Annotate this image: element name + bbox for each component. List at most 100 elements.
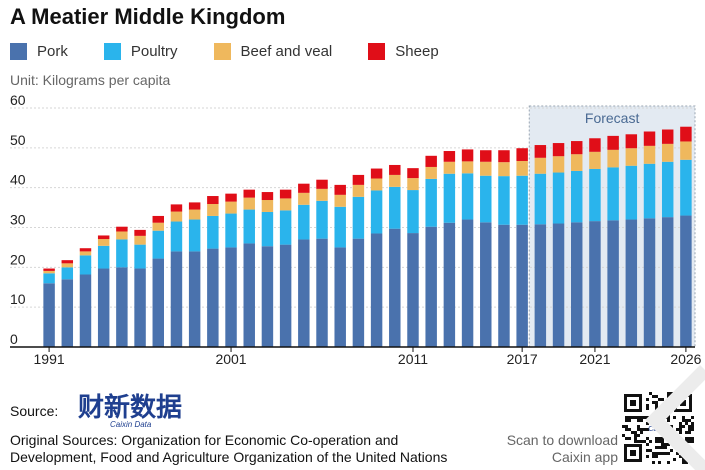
bar-group-2002 [243,189,255,347]
bar-segment-pork [134,268,146,347]
bar-group-2024 [643,131,656,347]
bar-group-2018 [534,145,547,347]
bar-segment-poultry [334,206,346,248]
bar-segment-pork [79,274,92,347]
bar-segment-beef-and-veal [152,222,164,231]
bar-segment-beef-and-veal [389,174,401,187]
bar-segment-pork [370,233,383,347]
bar-group-1998 [170,204,183,347]
bar-segment-sheep [389,164,401,175]
bar-segment-poultry [188,219,201,252]
source-label: Source: [10,403,59,419]
bar-segment-pork [43,283,55,347]
bar-segment-sheep [498,150,510,163]
bar-segment-poultry [625,165,638,220]
bar-segment-poultry [97,245,110,269]
bar-segment-sheep [43,268,55,271]
legend-label-beef: Beef and veal [240,43,333,60]
bar-segment-sheep [188,202,201,210]
bar-segment-poultry [461,173,474,220]
bar-segment-sheep [352,174,365,185]
original-sources: Original Sources: Organization for Econo… [10,432,448,465]
bar-segment-sheep [225,193,237,202]
bar-segment-sheep [61,260,74,264]
y-tick-label: 40 [10,172,26,188]
legend-label-poultry: Poultry [130,43,178,60]
bar-segment-pork [498,224,510,347]
legend-swatch-sheep [368,43,386,60]
bar-segment-sheep [334,184,346,195]
bar-segment-sheep [370,168,383,179]
legend: Pork Poultry Beef and veal Sheep [10,43,475,60]
bar-group-2015 [480,150,492,347]
bar-group-1995 [116,226,128,347]
bar-segment-sheep [170,204,183,212]
bar-segment-beef-and-veal [207,203,219,216]
bar-segment-sheep [552,143,565,157]
bar-group-1996 [134,229,146,347]
bar-segment-poultry [480,175,492,223]
bar-segment-pork [680,215,692,347]
bar-group-2026 [680,126,692,347]
bar-group-1993 [79,248,92,347]
bar-segment-poultry [443,173,456,223]
bar-group-2000 [207,196,219,347]
bar-segment-sheep [534,145,547,158]
unit-label: Unit: Kilograms per capita [10,72,171,88]
bar-segment-pork [625,219,638,347]
bar-segment-beef-and-veal [352,184,365,197]
bar-group-2001 [225,193,237,347]
bar-segment-poultry [680,159,692,216]
x-tick-label: 2026 [670,351,701,367]
bar-segment-sheep [116,226,128,232]
bar-segment-poultry [225,213,237,248]
bar-segment-pork [589,221,601,347]
legend-item-pork: Pork [10,43,68,60]
bar-segment-pork [97,268,110,347]
bar-segment-sheep [461,149,474,162]
bar-group-2008 [352,174,365,347]
watermark-chevron [645,365,705,470]
bar-segment-beef-and-veal [43,270,55,274]
bar-segment-sheep [680,126,692,142]
bar-segment-sheep [516,148,528,161]
bar-segment-beef-and-veal [571,154,583,171]
bar-segment-sheep [152,215,164,223]
bar-segment-beef-and-veal [425,166,437,179]
bar-segment-poultry [61,267,74,280]
bar-segment-beef-and-veal [443,161,456,174]
x-axis-ticks: 1991 2001 2011 2017 2021 2026 [34,347,702,367]
bar-segment-sheep [298,183,310,193]
x-tick-label: 2001 [215,351,246,367]
bar-group-2012 [425,155,437,347]
bar-segment-pork [207,248,219,347]
bar-group-2006 [316,179,328,347]
bar-segment-beef-and-veal [498,162,510,177]
chart-title: A Meatier Middle Kingdom [10,4,286,29]
bar-segment-pork [461,219,474,347]
bar-segment-poultry [79,255,92,275]
forecast-label: Forecast [585,110,640,126]
bar-segment-poultry [134,244,146,269]
bar-group-2010 [389,164,401,347]
bar-segment-beef-and-veal [552,156,565,173]
bar-segment-beef-and-veal [680,141,692,160]
bar-segment-pork [116,267,128,347]
bar-segment-poultry [298,204,310,240]
bar-segment-pork [334,247,346,347]
bar-segment-poultry [116,239,128,268]
bar-segment-poultry [571,170,583,223]
bar-segment-pork [261,246,274,347]
bar-segment-sheep [243,189,255,198]
bar-segment-poultry [170,221,183,252]
legend-item-beef: Beef and veal [213,43,333,60]
bar-group-2023 [625,134,638,347]
bar-segment-poultry [152,230,164,259]
bar-segment-poultry [279,210,292,245]
bar-segment-poultry [370,190,383,234]
bar-segment-pork [534,224,547,347]
bar-segment-sheep [589,138,601,152]
bar-group-1994 [97,235,110,347]
bar-segment-sheep [643,131,656,146]
bar-segment-beef-and-veal [170,211,183,222]
